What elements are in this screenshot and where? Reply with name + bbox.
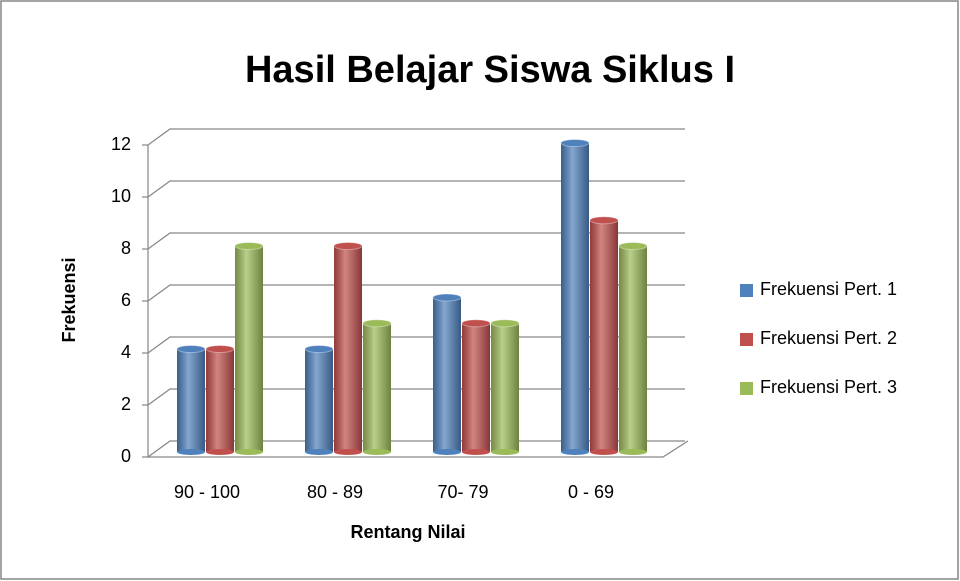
legend-label: Frekuensi Pert. 3 bbox=[760, 377, 897, 397]
bar-base bbox=[363, 449, 391, 455]
bar-top bbox=[362, 319, 392, 328]
bar-shade bbox=[235, 246, 263, 452]
x-tick-label: 90 - 100 bbox=[174, 482, 240, 502]
y-tick-label: 2 bbox=[121, 394, 131, 414]
grid-line bbox=[147, 128, 685, 146]
bar-shade bbox=[305, 349, 333, 452]
legend-swatch bbox=[740, 284, 753, 297]
legend-label: Frekuensi Pert. 2 bbox=[760, 328, 897, 348]
bar-shade bbox=[462, 323, 490, 452]
bar-top bbox=[176, 345, 206, 353]
bar-top bbox=[490, 319, 520, 328]
y-tick-label: 0 bbox=[121, 446, 131, 466]
bar-base bbox=[561, 449, 589, 455]
y-tick-label: 10 bbox=[111, 186, 131, 206]
floor-edge bbox=[148, 440, 689, 458]
bar-base bbox=[305, 449, 333, 455]
bar-top bbox=[589, 216, 619, 225]
bar-base bbox=[177, 449, 205, 455]
bar-shade bbox=[363, 323, 391, 452]
legend-swatch bbox=[740, 333, 753, 346]
y-tick-label: 6 bbox=[121, 290, 131, 310]
bar-top bbox=[333, 242, 363, 250]
grid-line bbox=[147, 284, 685, 302]
bar-top bbox=[432, 293, 462, 302]
bar-base bbox=[206, 449, 234, 455]
x-tick-label: 0 - 69 bbox=[568, 482, 614, 502]
x-tick-label: 80 - 89 bbox=[307, 482, 363, 502]
bar-shade bbox=[177, 349, 205, 452]
bar-base bbox=[619, 449, 647, 455]
chart-title: Hasil Belajar Siswa Siklus I bbox=[245, 49, 735, 91]
bar-shade bbox=[590, 220, 618, 452]
bar-top bbox=[205, 345, 235, 353]
x-axis-title: Rentang Nilai bbox=[350, 522, 465, 542]
grid-line bbox=[147, 232, 685, 250]
bar-top bbox=[618, 242, 648, 250]
bar-base bbox=[462, 449, 490, 455]
y-tick-label: 8 bbox=[121, 238, 131, 258]
bar-shade bbox=[433, 297, 461, 452]
bar-shade bbox=[561, 143, 589, 452]
bar-base bbox=[491, 449, 519, 455]
bar-top bbox=[234, 242, 264, 250]
bar-base bbox=[433, 449, 461, 455]
legend-label: Frekuensi Pert. 1 bbox=[760, 279, 897, 299]
grid-line bbox=[147, 180, 685, 198]
x-tick-label: 70- 79 bbox=[437, 482, 488, 502]
legend-swatch bbox=[740, 382, 753, 395]
bar-base bbox=[590, 449, 618, 455]
bar-shade bbox=[491, 323, 519, 452]
bar-shade bbox=[206, 349, 234, 452]
bar-top bbox=[560, 139, 590, 147]
bar-top bbox=[304, 345, 334, 353]
y-axis-title: Frekuensi bbox=[59, 257, 79, 342]
bar-shade bbox=[619, 246, 647, 452]
bar-base bbox=[334, 449, 362, 455]
bar-base bbox=[235, 449, 263, 455]
bar-top bbox=[461, 319, 491, 328]
y-tick-label: 4 bbox=[121, 342, 131, 362]
y-tick-label: 12 bbox=[111, 134, 131, 154]
bar-shade bbox=[334, 246, 362, 452]
